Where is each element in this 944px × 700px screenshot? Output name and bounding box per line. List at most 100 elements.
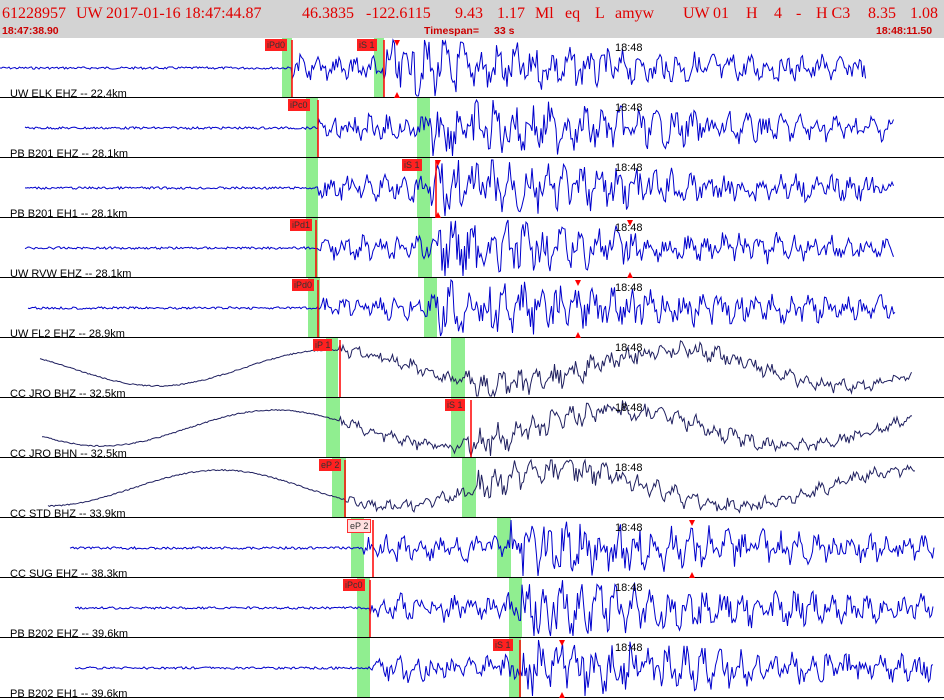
p-pick-label[interactable]: eP 2 xyxy=(347,519,372,533)
event-datetime: 2017-01-16 18:47:44.87 xyxy=(106,5,262,22)
trace-panel[interactable] xyxy=(0,578,944,638)
seismogram-panel[interactable]: UW ELK EHZ -- 22.4km PB B201 EHZ -- 28.1… xyxy=(0,38,944,700)
header-value-1: 8.35 xyxy=(868,5,896,22)
trace-label: UW RVW EHZ -- 28.1km xyxy=(10,268,132,280)
seismogram-traces[interactable] xyxy=(0,38,944,700)
trace-panel[interactable] xyxy=(0,38,944,98)
p-pick-label[interactable]: iPd0 xyxy=(292,279,315,291)
time-mark: 18:48 xyxy=(615,342,643,354)
s-window xyxy=(462,458,476,518)
p-window xyxy=(326,338,338,398)
s-window xyxy=(451,398,465,458)
time-mark: 18:48 xyxy=(615,522,643,534)
waveform xyxy=(74,639,934,697)
time-mark: 18:48 xyxy=(615,102,643,114)
trace-label: PB B201 EHZ -- 28.1km xyxy=(10,148,128,160)
p-window xyxy=(351,518,364,578)
p-pick-label[interactable]: iPd1 xyxy=(290,219,313,231)
event-summary: 61228957 UW 2017-01-16 18:47:44.87 46.38… xyxy=(0,4,944,24)
amplitude-marker-icon[interactable] xyxy=(575,280,581,286)
time-mark: 18:48 xyxy=(615,402,643,414)
amplitude-marker-icon[interactable] xyxy=(627,272,633,278)
amplitude-marker-icon[interactable] xyxy=(689,572,695,578)
analyst-name: amyw xyxy=(615,5,655,22)
s-pick-label[interactable]: iS 1 xyxy=(402,159,422,171)
p-pick-label[interactable]: iPc0 xyxy=(343,579,365,591)
trace-panel[interactable] xyxy=(0,338,944,398)
trace-label: CC JRO BHZ -- 32.5km xyxy=(10,388,126,400)
trace-label: UW FL2 EHZ -- 28.9km xyxy=(10,328,125,340)
p-window xyxy=(332,458,346,518)
event-id: 61228957 xyxy=(2,5,66,22)
time-mark: 18:48 xyxy=(615,42,643,54)
event-latitude: 46.3835 xyxy=(302,5,354,22)
trace-panel[interactable] xyxy=(0,518,944,578)
waveform xyxy=(69,519,935,577)
window-start-time: 18:47:38.90 xyxy=(2,25,59,37)
trace-label: PB B201 EH1 -- 28.1km xyxy=(10,208,128,220)
amplitude-marker-icon[interactable] xyxy=(559,692,565,698)
amplitude-marker-icon[interactable] xyxy=(627,220,633,226)
amplitude-marker-icon[interactable] xyxy=(435,212,441,218)
p-pick-label[interactable]: eP 2 xyxy=(319,459,342,471)
p-window xyxy=(306,158,318,218)
time-mark: 18:48 xyxy=(615,282,643,294)
window-end-time: 18:48:11.50 xyxy=(876,25,933,37)
amplitude-marker-icon[interactable] xyxy=(575,332,581,338)
trace-panel[interactable] xyxy=(0,638,944,698)
trace-label: PB B202 EHZ -- 39.6km xyxy=(10,628,128,640)
trace-label: PB B202 EH1 -- 39.6km xyxy=(10,688,128,700)
header-value-2: 1.08 xyxy=(910,5,938,22)
event-depth: 9.43 xyxy=(455,5,483,22)
amplitude-marker-icon[interactable] xyxy=(394,92,400,98)
trace-panel[interactable] xyxy=(0,218,944,278)
trace-panel[interactable] xyxy=(0,98,944,158)
waveform xyxy=(0,38,866,97)
s-window xyxy=(417,158,430,218)
event-type: eq xyxy=(565,5,581,22)
waveform xyxy=(24,159,894,217)
trace-panel[interactable] xyxy=(0,398,944,458)
p-window xyxy=(326,398,340,458)
event-header: 61228957 UW 2017-01-16 18:47:44.87 46.38… xyxy=(0,0,944,38)
s-pick-label[interactable]: iS 1 xyxy=(445,399,465,411)
amplitude-marker-icon[interactable] xyxy=(559,640,565,646)
waveform xyxy=(47,458,916,514)
waveform xyxy=(74,580,934,637)
s-pick-label[interactable]: iS 1 xyxy=(493,639,513,651)
time-mark: 18:48 xyxy=(615,642,643,654)
magnitude-type: Ml xyxy=(535,5,554,22)
waveform xyxy=(41,400,913,458)
waveform xyxy=(24,219,894,277)
p-pick-label[interactable]: iPc0 xyxy=(288,99,310,111)
version-code: 01 xyxy=(713,5,729,22)
s-pick-label[interactable]: iS 1 xyxy=(357,39,377,51)
timespan-value: 33 s xyxy=(494,25,515,37)
trace-panel[interactable] xyxy=(0,158,944,218)
p-pick-label[interactable]: iP 1 xyxy=(313,339,333,351)
trace-panel[interactable] xyxy=(0,458,944,518)
event-magnitude: 1.17 xyxy=(497,5,525,22)
amplitude-marker-icon[interactable] xyxy=(435,160,441,166)
waveform xyxy=(39,340,912,398)
header-dash: - xyxy=(796,5,802,22)
event-class: H C3 xyxy=(816,5,851,22)
trace-label: CC STD BHZ -- 33.9km xyxy=(10,508,126,520)
trace-panel[interactable] xyxy=(0,278,944,338)
p-window xyxy=(357,638,370,698)
event-network: UW xyxy=(76,5,103,22)
trace-label: CC JRO BHN -- 32.5km xyxy=(10,448,127,460)
amplitude-marker-icon[interactable] xyxy=(689,520,695,526)
trace-label: CC SUG EHZ -- 38.3km xyxy=(10,568,128,580)
p-pick-label[interactable]: iPd0 xyxy=(265,39,288,51)
location-flag: L xyxy=(595,5,605,22)
phase-count: 4 xyxy=(774,5,782,22)
amplitude-marker-icon[interactable] xyxy=(394,40,400,46)
s-window xyxy=(509,638,521,698)
time-mark: 18:48 xyxy=(615,582,643,594)
time-mark: 18:48 xyxy=(615,222,643,234)
waveform xyxy=(27,278,896,337)
time-mark: 18:48 xyxy=(615,462,643,474)
s-window xyxy=(374,38,384,98)
s-window xyxy=(451,338,465,398)
